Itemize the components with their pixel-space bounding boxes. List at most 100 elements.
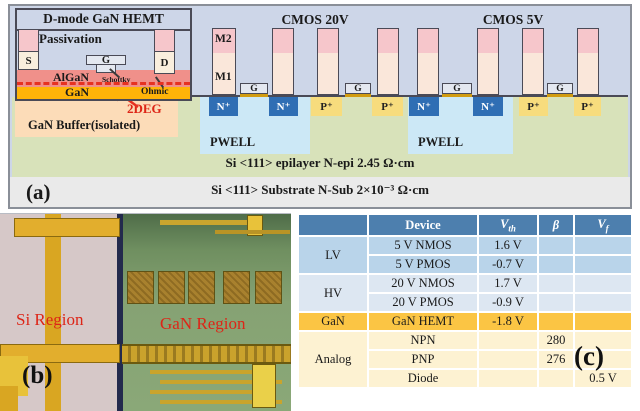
gate-oxide-line [547, 94, 573, 97]
beta-cell [537, 368, 575, 389]
device-cell: 20 V PMOS [367, 292, 479, 313]
vf-cell [573, 254, 633, 275]
vf-cell [573, 235, 633, 256]
panel-b-label: (b) [22, 362, 53, 389]
vf-cell [573, 273, 633, 294]
ohmic-label: Ohmic [141, 87, 169, 97]
vf-cell [573, 330, 633, 351]
device-cell: PNP [367, 349, 479, 370]
mos-gate: G [547, 83, 573, 97]
gan-layer [17, 87, 190, 99]
hemt-finger [160, 400, 282, 404]
vth-cell [477, 330, 539, 351]
header-vf: Vf [573, 213, 633, 237]
metal-bus [122, 344, 291, 364]
panel-c-label: (c) [574, 341, 604, 371]
vth-cell [477, 368, 539, 389]
panel-a-label: (a) [26, 180, 51, 204]
beta-cell [537, 273, 575, 294]
vth-cell: -0.9 V [477, 292, 539, 313]
nplus-region: N⁺ [269, 97, 298, 116]
vf-cell [573, 292, 633, 313]
si-region-label: Si Region [16, 310, 84, 329]
m1-label: M1 [215, 71, 232, 83]
gan-region-label: GaN Region [160, 314, 246, 333]
hemt-title: D-mode GaN HEMT [43, 11, 164, 26]
si-substrate-region [10, 177, 630, 207]
device-cell: GaN HEMT [367, 311, 479, 332]
metal-m2-segment [378, 29, 398, 53]
pplus-region: P⁺ [574, 97, 601, 116]
device-cell: NPN [367, 330, 479, 351]
gan-buffer-region: 2DEG GaN Buffer(isolated) [15, 97, 178, 137]
vth-cell [477, 349, 539, 370]
metal-pillar [317, 28, 339, 95]
nplus-region: N⁺ [473, 97, 503, 116]
epilayer-text: Si <111> epilayer N-epi 2.45 Ω·cm [225, 155, 415, 170]
twodeg-dashed-line [17, 82, 190, 85]
panel-c-table-area: Device Vth β Vf LV 5 V NMOS 1.6 V 5 V PM… [297, 213, 633, 405]
drain-contact: D [154, 51, 175, 74]
vf-cell [573, 349, 633, 370]
beta-cell [537, 254, 575, 275]
metal-pillar [577, 28, 599, 95]
panel-a-cross-section: Si <111> Substrate N-Sub 2×10⁻³ Ω·cm (a)… [8, 4, 632, 209]
metal-m2-segment [478, 29, 498, 53]
hemt-finger [160, 220, 253, 225]
header-beta: β [537, 213, 575, 237]
drain-metal [154, 29, 175, 52]
cmos-20v-title: CMOS 20V [281, 12, 349, 27]
group-cell-gan: GaN [297, 311, 369, 332]
nplus-region: N⁺ [409, 97, 439, 116]
bond-pad [188, 271, 215, 304]
metal-pillar [377, 28, 399, 95]
metal-pillar [522, 28, 544, 95]
hemt-finger [150, 370, 255, 374]
vth-cell: -0.7 V [477, 254, 539, 275]
vf-cell: 0.5 V [573, 368, 633, 389]
schottky-label: Schottky [102, 75, 131, 84]
bond-pad [127, 271, 154, 304]
panel-b-micrograph: Si Region GaN Region (b) [0, 213, 291, 411]
hemt-finger [150, 390, 255, 394]
gan-label: GaN [65, 85, 89, 99]
group-cell-analog: Analog [297, 330, 369, 389]
gan-buffer-label: GaN Buffer(isolated) [28, 118, 141, 132]
metal-m2-segment [318, 29, 338, 53]
algan-label: AlGaN [53, 70, 89, 84]
device-cell: 5 V NMOS [367, 235, 479, 256]
vth-cell: 1.7 V [477, 273, 539, 294]
hemt-finger [160, 380, 282, 384]
pplus-region: P⁺ [519, 97, 548, 116]
pplus-region: P⁺ [372, 97, 403, 116]
pplus-region: P⁺ [311, 97, 342, 116]
cmos-5v-title: CMOS 5V [482, 12, 544, 27]
source-contact: S [18, 51, 39, 70]
metal-m2-segment [578, 29, 598, 53]
gate-label: G [442, 83, 472, 94]
beta-cell [537, 292, 575, 313]
metal-m2-segment [523, 29, 543, 53]
source-metal [18, 29, 39, 52]
vf-cell [573, 311, 633, 332]
vth-cell: 1.6 V [477, 235, 539, 256]
beta-cell: 276 [537, 349, 575, 370]
metal-pillar [477, 28, 499, 95]
passivation-label: Passivation [39, 31, 102, 46]
gate-oxide-line [442, 94, 472, 97]
mos-gate: G [240, 83, 268, 97]
bond-pad [158, 271, 185, 304]
hemt-gate: G [86, 55, 126, 66]
hemt-finger [215, 230, 290, 234]
pwell-20v-label: PWELL [210, 135, 256, 149]
hemt-device-box: D-mode GaN HEMT Passivation AlGaN GaN S … [15, 8, 192, 101]
beta-cell [537, 235, 575, 256]
substrate-text: Si <111> Substrate N-Sub 2×10⁻³ Ω·cm [211, 182, 429, 197]
metal-pad [0, 386, 18, 411]
device-cell: 20 V NMOS [367, 273, 479, 294]
mos-gate: G [442, 83, 472, 97]
header-group [297, 213, 369, 237]
pwell-5v-label: PWELL [418, 135, 464, 149]
passivation-surface-line [17, 29, 190, 31]
